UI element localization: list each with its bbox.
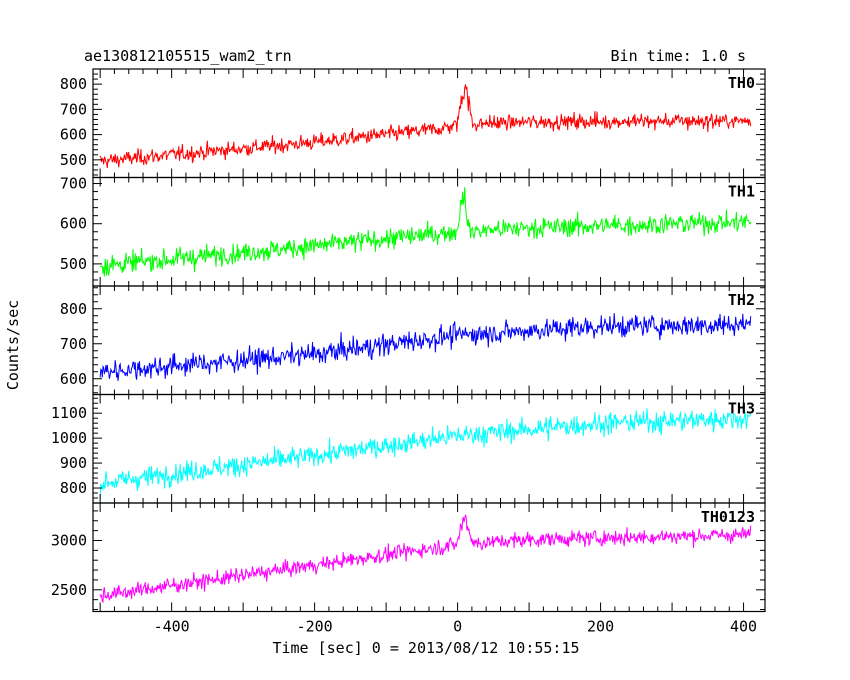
y-tick-label: 700 [60,175,87,193]
x-axis-label: Time [sec] 0 = 2013/08/12 10:55:15 [272,639,579,657]
series-th0 [99,84,752,169]
series-th3 [99,408,752,500]
series-th2 [99,313,752,381]
y-tick-label: 900 [60,454,87,472]
y-tick-label: 600 [60,126,87,144]
y-tick-label: 500 [60,151,87,169]
panel-th1: 500 600 700 TH1 [60,175,766,287]
panel-label: TH1 [728,183,755,201]
panel-label: TH0 [728,74,755,92]
panel-frame [92,393,766,504]
x-tick-label: 0 [453,618,462,636]
y-tick-label: 1000 [51,429,87,447]
bin-time-label: Bin time: 1.0 s [611,47,746,65]
x-tick-label: -200 [297,618,333,636]
y-axis-label: Counts/sec [4,300,22,390]
y-tick-label: 800 [60,300,87,318]
y-tick-label: 2500 [51,581,87,599]
panel-th2: 600 700 800 TH2 [60,285,766,396]
panel-frame [92,68,766,179]
y-tick-label: 800 [60,75,87,93]
y-tick-label: 500 [60,255,87,273]
x-tick-label: 400 [730,618,757,636]
y-tick-label: 600 [60,215,87,233]
y-tick-label: 800 [60,479,87,497]
panel-label: TH0123 [701,508,755,526]
y-tick-label: 3000 [51,531,87,549]
y-tick-label: 700 [60,100,87,118]
panel-label: TH2 [728,291,755,309]
panel-th0: 500 600 700 800 TH0 [60,68,766,179]
panel-th0123: 2500 3000 TH0123 [51,502,766,613]
x-tick-label: -400 [154,618,190,636]
y-tick-label: 600 [60,370,87,388]
y-tick-label: 1100 [51,404,87,422]
series-th1 [99,187,752,277]
panel-frame [92,502,766,613]
panel-th3: 800 900 1000 1100 TH3 [51,393,766,504]
y-tick-label: 700 [60,335,87,353]
series-th0123 [99,514,752,604]
panel-label: TH3 [728,400,755,418]
x-tick-label: 200 [587,618,614,636]
chart-title: ae130812105515_wam2_trn [84,47,292,65]
panels-group: 500 600 700 800 TH0 500 600 700 TH1 600 700 800 TH2 8… [51,68,766,636]
